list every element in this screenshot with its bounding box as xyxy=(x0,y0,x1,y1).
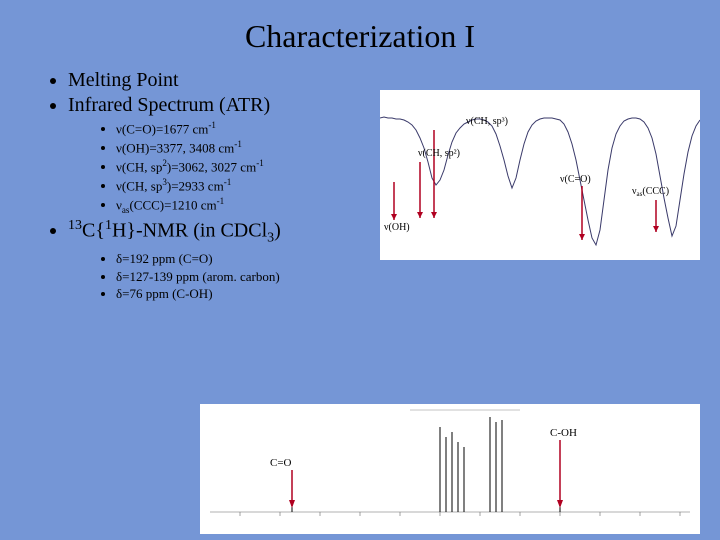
bullet-label: Infrared Spectrum (ATR) xyxy=(68,94,270,116)
nmr-spectrum-svg: C=O C-OH xyxy=(200,404,700,534)
nmr-item: δ=127-139 ppm (arom. carbon) xyxy=(116,268,680,286)
bullet-label: Melting Point xyxy=(68,69,179,91)
svg-text:ν(CH, sp²): ν(CH, sp²) xyxy=(418,148,460,159)
bullet-melting-point: Melting Point xyxy=(68,69,680,92)
ir-spectrum-svg: ν(CH, sp³) ν(CH, sp²) ν(OH) ν(C=O) νas(CCC) xyxy=(380,90,700,260)
svg-text:ν(CH, sp³): ν(CH, sp³) xyxy=(466,116,508,127)
ir-spectrum-panel: ν(CH, sp³) ν(CH, sp²) ν(OH) ν(C=O) νas(CCC) xyxy=(380,90,700,260)
nmr-item: δ=76 ppm (C-OH) xyxy=(116,285,680,303)
svg-text:ν(C=O): ν(C=O) xyxy=(560,174,591,185)
svg-text:νas(CCC): νas(CCC) xyxy=(632,186,669,198)
svg-text:ν(OH): ν(OH) xyxy=(384,222,410,233)
svg-text:C=O: C=O xyxy=(270,457,292,469)
page-title: Characterization I xyxy=(0,0,720,67)
nmr-spectrum-panel: C=O C-OH xyxy=(200,404,700,534)
svg-text:C-OH: C-OH xyxy=(550,427,577,439)
